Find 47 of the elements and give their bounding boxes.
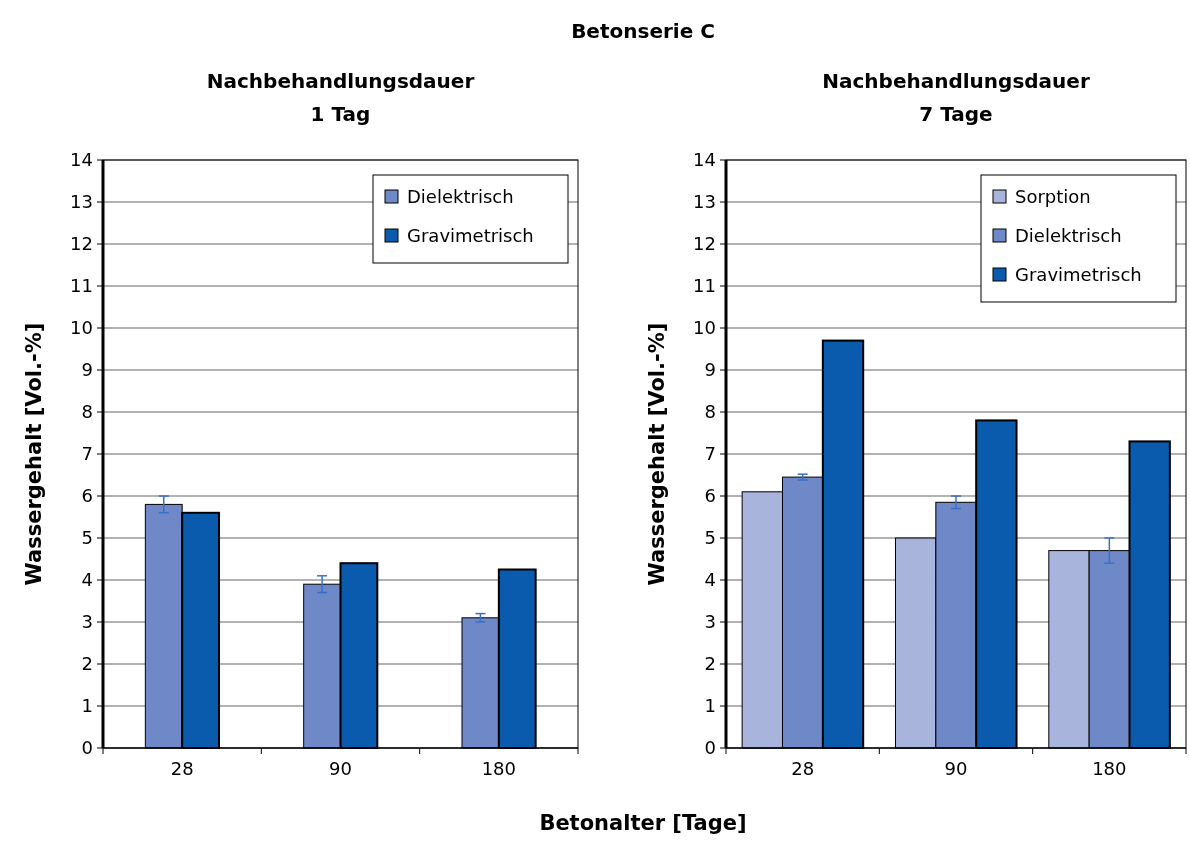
- x-tick-label: 28: [791, 758, 815, 779]
- x-tick-label: 90: [329, 758, 352, 779]
- y-tick-label: 3: [704, 611, 716, 633]
- y-tick-label: 14: [693, 149, 716, 171]
- chart-title: Nachbehandlungsdauer 7 Tage: [822, 69, 1090, 126]
- legend-label: Gravimetrisch: [1015, 264, 1142, 286]
- y-tick-label: 5: [81, 527, 93, 549]
- y-tick-label: 6: [81, 485, 93, 507]
- text: Betonserie C: [571, 19, 715, 43]
- y-tick-label: 10: [70, 317, 93, 339]
- y-tick-label: 2: [704, 653, 716, 675]
- x-axis-title: Betonalter [Tage]: [539, 811, 747, 835]
- y-tick-label: 6: [704, 485, 716, 507]
- y-tick-label: 7: [81, 443, 93, 465]
- y-tick-label: 9: [81, 359, 93, 381]
- y-tick-label: 3: [81, 611, 93, 633]
- y-tick-label: 14: [70, 149, 93, 171]
- y-tick-label: 12: [70, 233, 93, 255]
- y-axis-title: Wassergehalt [Vol.-%]: [645, 322, 669, 586]
- y-tick-label: 1: [81, 695, 93, 717]
- y-tick-label: 4: [704, 569, 716, 591]
- legend-label: Dielektrisch: [1015, 225, 1122, 247]
- y-axis-title: Wassergehalt [Vol.-%]: [22, 322, 46, 586]
- y-tick-label: 0: [704, 737, 716, 759]
- x-tick-label: 180: [481, 758, 517, 779]
- y-tick-label: 13: [693, 191, 716, 213]
- y-tick-label: 8: [704, 401, 716, 423]
- legend-label: Dielektrisch: [407, 186, 514, 208]
- chart-title: Nachbehandlungsdauer 1 Tag: [206, 69, 475, 126]
- legend-label: Sorption: [1015, 186, 1091, 208]
- y-tick-label: 13: [70, 191, 93, 213]
- y-tick-label: 0: [81, 737, 93, 759]
- y-tick-label: 11: [70, 275, 93, 297]
- y-tick-label: 2: [81, 653, 93, 675]
- y-tick-label: 9: [704, 359, 716, 381]
- x-tick-label: 180: [1092, 758, 1127, 779]
- x-tick-label: 90: [944, 758, 968, 779]
- y-tick-label: 4: [81, 569, 93, 591]
- y-tick-label: 5: [704, 527, 716, 549]
- x-tick-label: 28: [170, 758, 194, 779]
- legend-label: Gravimetrisch: [407, 225, 534, 247]
- y-tick-label: 7: [704, 443, 716, 465]
- y-tick-label: 10: [693, 317, 716, 339]
- y-tick-label: 12: [693, 233, 716, 255]
- y-tick-label: 11: [693, 275, 716, 297]
- y-tick-label: 1: [704, 695, 716, 717]
- y-tick-label: 8: [81, 401, 93, 423]
